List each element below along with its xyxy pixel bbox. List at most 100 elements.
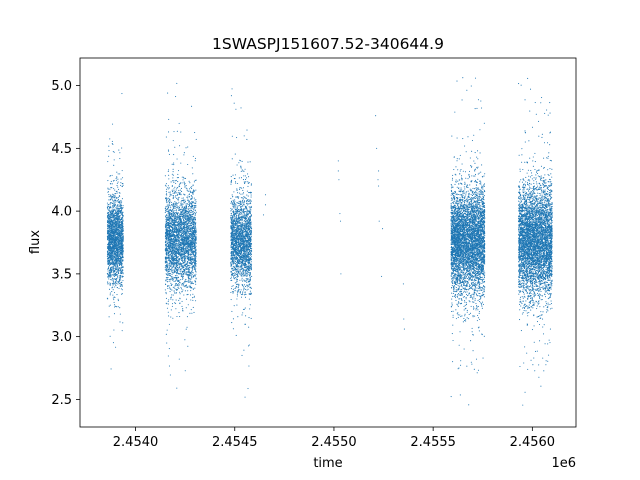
data-point [185, 147, 187, 149]
data-point [114, 212, 116, 214]
data-point [118, 287, 120, 289]
data-point [172, 203, 174, 205]
data-point [115, 206, 117, 208]
data-point [177, 245, 179, 247]
data-point [121, 276, 123, 278]
data-point [180, 233, 182, 235]
data-point [172, 256, 175, 258]
data-point [194, 255, 196, 257]
data-point [111, 230, 114, 232]
data-point [122, 230, 124, 232]
data-point [112, 194, 115, 196]
data-point [179, 279, 181, 281]
data-point [107, 270, 109, 272]
data-point [190, 215, 192, 217]
data-point [113, 197, 115, 199]
data-point [110, 283, 112, 285]
data-point [120, 264, 123, 266]
data-point [164, 175, 166, 177]
data-point [184, 261, 186, 263]
data-point [191, 231, 193, 233]
data-point [115, 268, 117, 270]
data-point [113, 263, 115, 265]
data-point [111, 198, 113, 200]
data-point [181, 283, 183, 285]
data-point [191, 233, 193, 235]
data-point [112, 222, 114, 224]
data-point [193, 217, 195, 219]
data-point [121, 220, 123, 222]
data-point [180, 250, 182, 252]
data-point [117, 269, 119, 271]
data-point [193, 207, 195, 209]
data-point [178, 285, 180, 287]
data-point [113, 202, 115, 204]
data-point [190, 232, 192, 235]
data-point [168, 236, 170, 238]
data-point [114, 306, 116, 308]
data-point [171, 273, 173, 275]
data-point [110, 198, 112, 200]
data-point [189, 214, 191, 216]
data-point [178, 184, 181, 186]
data-point [175, 288, 177, 290]
data-point [186, 220, 188, 222]
data-point [166, 248, 168, 250]
data-point [185, 272, 187, 274]
data-point [189, 280, 191, 282]
data-point [122, 272, 124, 274]
data-point [108, 213, 110, 215]
data-point [168, 267, 170, 269]
data-point [173, 181, 175, 183]
data-point [165, 241, 167, 243]
data-point [181, 229, 183, 231]
data-point [113, 201, 115, 203]
data-point [167, 197, 169, 199]
data-point [115, 261, 117, 263]
data-point [120, 255, 122, 257]
data-point [168, 216, 170, 218]
data-point [118, 192, 120, 194]
data-point [107, 237, 109, 239]
data-point [108, 316, 110, 318]
data-point [173, 252, 175, 254]
data-point [111, 262, 113, 264]
data-point [181, 254, 183, 256]
data-point [106, 202, 108, 204]
data-point [192, 283, 194, 285]
data-point [194, 232, 196, 234]
data-point [114, 273, 117, 275]
data-point [110, 261, 112, 263]
data-point [195, 271, 197, 273]
data-point [167, 170, 169, 172]
data-point [108, 237, 110, 240]
data-point [172, 260, 174, 262]
data-point [110, 276, 112, 278]
data-point [192, 265, 194, 267]
data-point [171, 201, 173, 203]
data-point [194, 269, 197, 271]
data-point [112, 209, 114, 211]
data-point [185, 236, 187, 238]
data-point [173, 190, 175, 192]
data-point [109, 304, 111, 306]
data-point [112, 195, 114, 197]
data-point [194, 214, 196, 216]
data-point [165, 277, 167, 279]
data-point [119, 152, 121, 154]
data-point [172, 279, 174, 282]
data-point [118, 254, 120, 256]
data-point [180, 264, 182, 266]
data-point [122, 217, 124, 219]
data-point [187, 264, 189, 266]
data-point [121, 292, 123, 295]
data-point [110, 259, 112, 261]
data-point [109, 228, 111, 230]
data-point [194, 179, 196, 181]
data-point [167, 216, 169, 218]
data-point [189, 182, 191, 184]
data-point [110, 241, 112, 243]
data-point [182, 268, 185, 271]
data-point [111, 240, 113, 242]
data-point [177, 181, 179, 183]
